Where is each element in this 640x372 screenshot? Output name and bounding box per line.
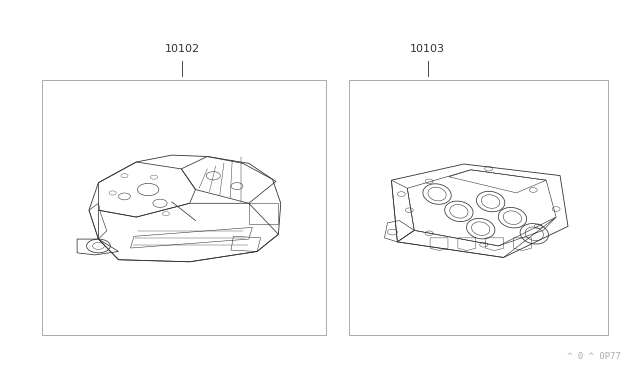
- Text: 10102: 10102: [165, 44, 200, 54]
- Text: ^ 0 ^ 0P77: ^ 0 ^ 0P77: [567, 352, 621, 361]
- Bar: [349, 80, 608, 335]
- Text: 10103: 10103: [410, 44, 445, 54]
- Bar: [42, 80, 326, 335]
